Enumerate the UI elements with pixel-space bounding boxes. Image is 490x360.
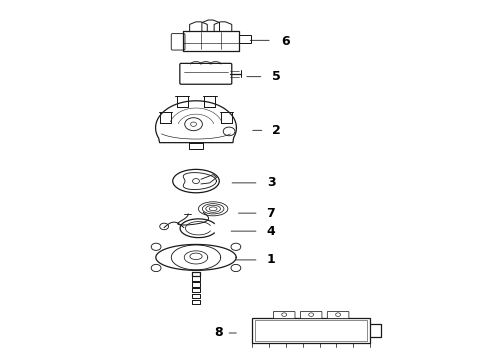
Ellipse shape <box>206 205 220 212</box>
Circle shape <box>185 118 202 131</box>
Ellipse shape <box>202 204 224 214</box>
Ellipse shape <box>198 202 228 216</box>
Text: 4: 4 <box>266 225 275 238</box>
Circle shape <box>231 243 241 251</box>
Circle shape <box>160 223 169 230</box>
Ellipse shape <box>190 253 202 260</box>
FancyBboxPatch shape <box>273 311 295 319</box>
Circle shape <box>193 179 199 184</box>
Circle shape <box>223 127 235 136</box>
FancyBboxPatch shape <box>171 33 185 50</box>
Bar <box>255 320 367 341</box>
Circle shape <box>191 122 196 126</box>
Circle shape <box>151 264 161 271</box>
FancyBboxPatch shape <box>327 311 349 319</box>
Text: 2: 2 <box>272 124 281 137</box>
FancyBboxPatch shape <box>300 311 322 319</box>
Text: 6: 6 <box>282 35 291 48</box>
Text: 3: 3 <box>267 176 276 189</box>
Circle shape <box>151 243 161 251</box>
FancyBboxPatch shape <box>180 63 232 84</box>
Circle shape <box>336 313 341 316</box>
Ellipse shape <box>209 207 217 211</box>
Text: 8: 8 <box>215 327 223 339</box>
Bar <box>252 318 370 343</box>
Text: 1: 1 <box>266 253 275 266</box>
Ellipse shape <box>172 170 220 193</box>
Circle shape <box>309 313 314 316</box>
Text: 5: 5 <box>272 70 281 83</box>
Circle shape <box>231 264 241 271</box>
Text: 7: 7 <box>266 207 275 220</box>
Circle shape <box>282 313 287 316</box>
